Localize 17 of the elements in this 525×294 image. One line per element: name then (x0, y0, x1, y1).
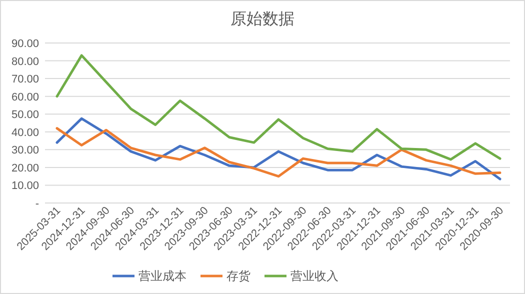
y-tick-label: - (35, 198, 40, 210)
legend-label: 存货 (226, 269, 250, 283)
y-tick-label: 30.00 (11, 144, 39, 157)
y-tick-label: 10.00 (11, 180, 39, 192)
y-tick-label: 90.00 (11, 38, 39, 50)
y-tick-label: 60.00 (11, 91, 39, 104)
chart-title: 原始数据 (230, 11, 294, 28)
y-tick-label: 70.00 (11, 74, 39, 86)
line-series (56, 117, 502, 180)
legend-label: 营业成本 (138, 269, 186, 283)
y-tick-label: 50.00 (11, 109, 39, 122)
legend-label: 营业收入 (290, 269, 338, 283)
line-series (56, 127, 502, 178)
line-series (56, 54, 502, 161)
y-tick-label: 40.00 (11, 126, 39, 139)
y-tick-label: 80.00 (11, 56, 39, 68)
y-tick-label: 20.00 (11, 162, 39, 174)
